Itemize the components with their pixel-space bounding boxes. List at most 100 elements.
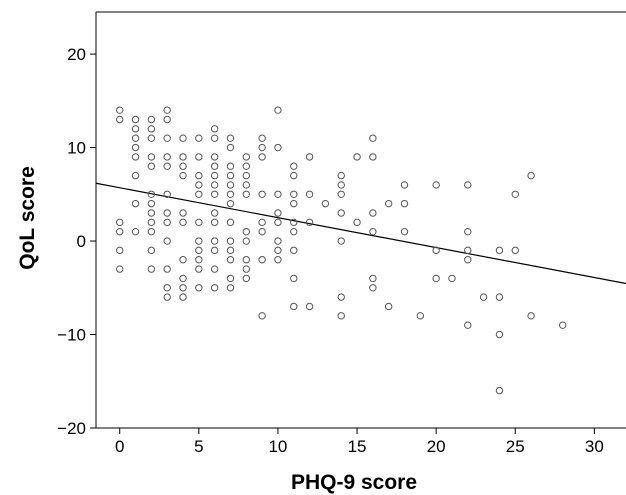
data-point [163, 237, 171, 245]
data-point [527, 312, 535, 320]
data-point [274, 218, 282, 227]
data-point [511, 246, 519, 255]
data-point [163, 284, 171, 292]
data-point [337, 171, 345, 180]
data-point [147, 199, 156, 208]
data-point [226, 162, 235, 170]
data-point [495, 246, 504, 255]
data-point [210, 218, 219, 227]
data-point [131, 153, 140, 161]
data-point [242, 153, 250, 161]
data-point [163, 153, 171, 161]
data-point [147, 153, 156, 161]
data-point [290, 227, 298, 236]
data-point [131, 171, 140, 180]
data-point [210, 237, 219, 245]
data-point [400, 227, 409, 236]
data-point [290, 302, 298, 311]
data-point [290, 199, 298, 208]
data-point [210, 190, 219, 198]
data-point [464, 181, 472, 189]
data-point [210, 125, 219, 133]
data-point [210, 171, 219, 180]
data-point [242, 162, 250, 170]
x-tick-label: 10 [268, 437, 287, 456]
data-point [369, 153, 377, 161]
data-point [400, 181, 409, 189]
data-point [147, 134, 156, 142]
data-point [495, 293, 504, 301]
x-tick-label: 5 [194, 437, 203, 456]
data-point [147, 227, 156, 236]
data-point [479, 293, 488, 301]
y-tick-label: 10 [67, 139, 86, 158]
data-point [242, 227, 250, 236]
data-point [210, 153, 219, 161]
data-point [258, 312, 266, 320]
data-point [369, 284, 377, 292]
data-point [195, 190, 203, 198]
data-point [147, 125, 156, 133]
data-point [163, 218, 171, 227]
data-point [195, 265, 203, 273]
data-point [384, 199, 393, 208]
x-tick-label: 20 [427, 437, 446, 456]
data-point [353, 153, 361, 161]
data-point [147, 162, 156, 170]
data-point [448, 274, 456, 283]
data-point [290, 190, 298, 198]
data-point [131, 125, 140, 133]
data-point [527, 171, 535, 180]
data-point [258, 143, 266, 152]
data-point [179, 153, 187, 161]
data-point [242, 237, 250, 245]
data-point [131, 134, 140, 142]
data-point [258, 218, 266, 227]
data-point [116, 106, 124, 114]
data-point [290, 218, 298, 227]
data-point [353, 218, 361, 227]
data-point [195, 256, 203, 264]
data-point [179, 134, 187, 142]
data-point [116, 265, 124, 273]
data-point [495, 330, 504, 339]
data-point [210, 265, 219, 273]
data-point [226, 274, 235, 283]
data-point [258, 227, 266, 236]
data-point [147, 218, 156, 227]
x-tick-label: 25 [506, 437, 525, 456]
data-point [147, 209, 156, 217]
data-point [242, 181, 250, 189]
data-point [416, 312, 425, 320]
data-point [242, 265, 250, 273]
data-point [195, 237, 203, 245]
y-tick-label: −20 [57, 419, 86, 438]
regression-line [95, 182, 626, 285]
data-point [195, 134, 203, 142]
data-point [400, 199, 409, 208]
data-point [163, 134, 171, 142]
data-point [179, 293, 187, 301]
data-point [274, 246, 282, 255]
data-point [274, 209, 282, 217]
data-point [464, 256, 472, 264]
data-point [179, 162, 187, 170]
data-point [195, 153, 203, 161]
data-point [147, 190, 156, 198]
data-point [464, 227, 472, 236]
data-point [337, 181, 345, 189]
data-point [163, 209, 171, 217]
data-point [179, 209, 187, 217]
data-point [226, 181, 235, 189]
data-point [163, 293, 171, 301]
regression-line-layer [95, 182, 626, 285]
x-tick-label: 30 [585, 437, 604, 456]
plot-area [96, 12, 626, 428]
data-point [369, 274, 377, 283]
data-point [258, 153, 266, 161]
data-point [210, 181, 219, 189]
data-point [131, 143, 140, 152]
x-tick-label: 15 [348, 437, 367, 456]
data-point [321, 199, 330, 208]
y-tick-label: −10 [57, 326, 86, 345]
